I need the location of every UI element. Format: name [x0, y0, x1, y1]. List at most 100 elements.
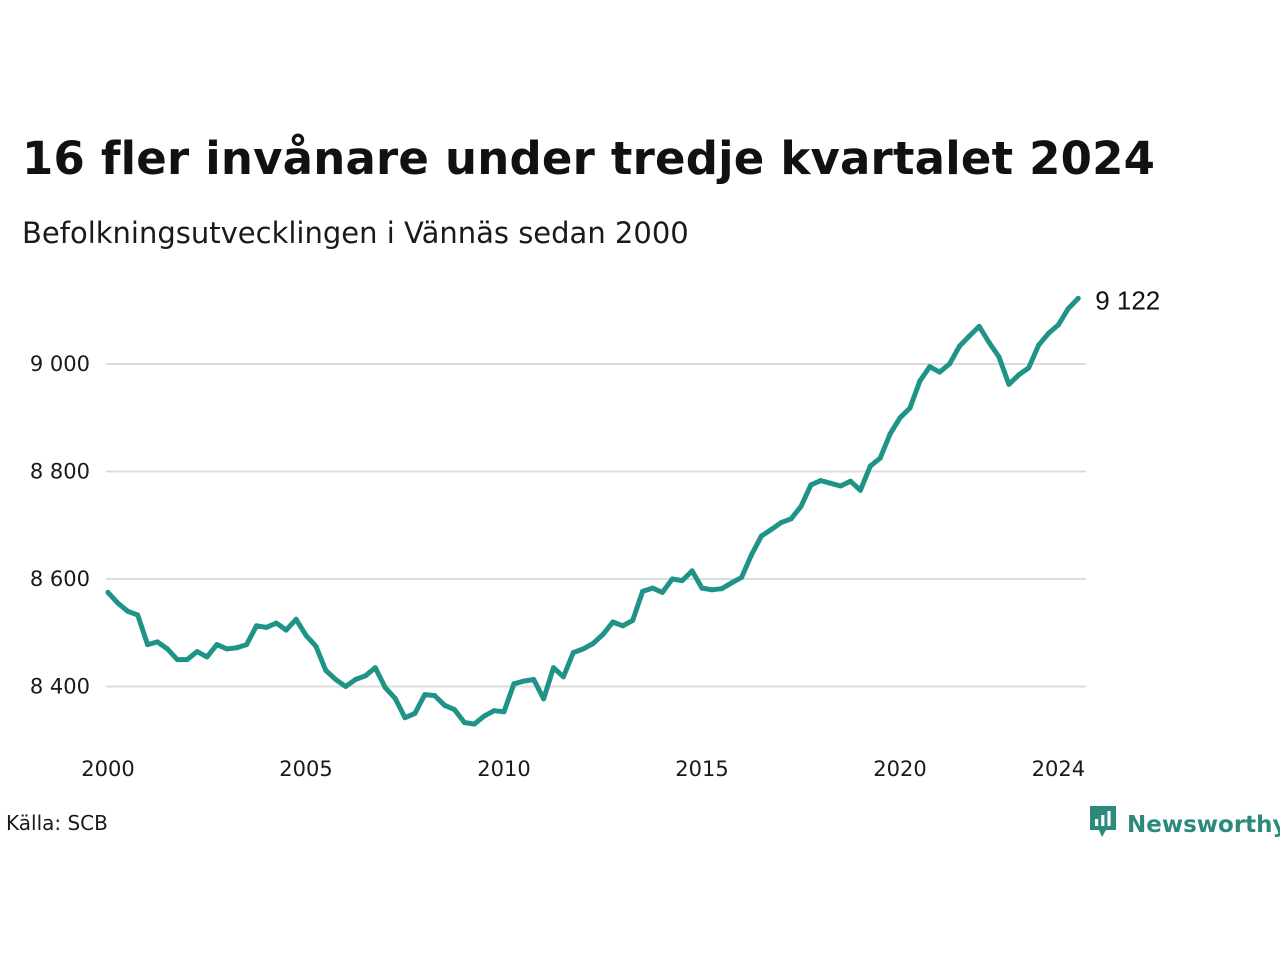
data-point	[808, 482, 814, 488]
data-point	[511, 681, 517, 687]
data-point	[362, 673, 368, 679]
data-point	[620, 623, 626, 629]
x-tick-label: 2015	[675, 757, 728, 781]
data-point	[788, 516, 794, 522]
x-tick-label: 2024	[1032, 757, 1085, 781]
data-point	[194, 649, 200, 655]
data-point	[452, 707, 457, 713]
chart-subtitle: Befolkningsutvecklingen i Vännäs sedan 2…	[22, 216, 689, 250]
data-point	[273, 620, 279, 626]
data-point	[343, 684, 349, 689]
data-point	[382, 685, 388, 691]
newsworthy-brand[interactable]: Newsworthy	[1088, 804, 1280, 845]
data-point	[145, 642, 151, 648]
data-point	[996, 354, 1002, 360]
data-point	[402, 715, 408, 721]
x-tick-label: 2000	[81, 757, 134, 781]
data-point	[679, 578, 685, 584]
data-point	[560, 674, 566, 680]
data-point	[857, 487, 863, 493]
data-point	[422, 692, 428, 698]
data-point	[768, 527, 774, 532]
data-point	[214, 642, 220, 648]
data-point	[1036, 342, 1042, 348]
data-points	[105, 295, 1081, 727]
data-point	[164, 646, 170, 652]
data-point	[1075, 295, 1081, 301]
data-point	[541, 696, 547, 702]
data-point	[669, 576, 675, 582]
data-point	[224, 646, 230, 652]
data-point	[521, 678, 527, 684]
data-point	[174, 657, 180, 663]
data-point	[1026, 365, 1032, 371]
data-point	[650, 585, 655, 591]
x-tick-label: 2010	[477, 757, 530, 781]
data-point	[1046, 330, 1051, 336]
data-point	[699, 585, 705, 591]
data-point	[729, 580, 735, 586]
data-point	[392, 695, 398, 701]
data-point	[204, 654, 210, 660]
data-point	[689, 568, 695, 574]
data-point	[640, 588, 646, 594]
data-point	[758, 533, 764, 539]
data-point	[263, 624, 269, 630]
data-point	[976, 323, 982, 329]
source-note: Källa: SCB	[6, 811, 108, 835]
data-point	[461, 720, 467, 725]
y-tick-label: 8 400	[30, 675, 90, 699]
y-axis-ticks: 8 400 8 600 8 800 9 000	[30, 352, 90, 699]
data-point	[590, 641, 596, 646]
data-point	[580, 646, 586, 652]
data-point	[105, 589, 111, 595]
data-point	[481, 713, 487, 719]
data-point	[501, 709, 507, 715]
data-point	[313, 643, 319, 649]
data-point	[966, 333, 972, 339]
data-point	[491, 708, 497, 714]
y-tick-label: 8 800	[30, 460, 90, 484]
data-point	[442, 702, 448, 708]
data-point	[947, 361, 952, 367]
data-point	[917, 378, 923, 384]
y-tick-label: 9 000	[30, 352, 90, 376]
data-point	[244, 642, 250, 648]
data-point	[1065, 306, 1071, 312]
y-gridlines	[106, 363, 1086, 688]
data-point	[937, 369, 943, 375]
x-tick-label: 2005	[279, 757, 332, 781]
data-point	[155, 639, 160, 645]
data-point	[184, 657, 190, 663]
data-point	[778, 520, 784, 526]
data-point	[531, 677, 537, 682]
data-point	[897, 415, 903, 421]
data-point	[719, 586, 725, 592]
last-value-label: 9 122	[1095, 285, 1160, 315]
data-point	[115, 600, 121, 606]
data-point	[372, 665, 378, 671]
chart-title: 16 fler invånare under tredje kvartalet …	[22, 132, 1156, 185]
data-point	[551, 665, 556, 671]
data-point	[956, 343, 962, 349]
data-point	[1016, 372, 1022, 378]
data-point	[848, 478, 853, 484]
data-point	[234, 645, 240, 651]
data-point	[1055, 322, 1061, 328]
newsworthy-logo-icon	[1088, 804, 1118, 845]
data-point	[739, 574, 745, 580]
data-point	[570, 650, 576, 656]
data-point	[1006, 381, 1012, 387]
data-point	[412, 710, 418, 716]
brand-name: Newsworthy	[1127, 811, 1280, 838]
data-point	[323, 667, 329, 673]
data-point	[135, 612, 141, 618]
data-point	[798, 503, 804, 509]
x-axis-ticks: 2000 2005 2010 2015 2020 2024	[81, 757, 1085, 781]
data-point	[659, 589, 665, 595]
data-point	[303, 632, 309, 638]
data-point	[818, 478, 824, 484]
data-point	[887, 431, 893, 437]
data-point	[828, 480, 834, 486]
